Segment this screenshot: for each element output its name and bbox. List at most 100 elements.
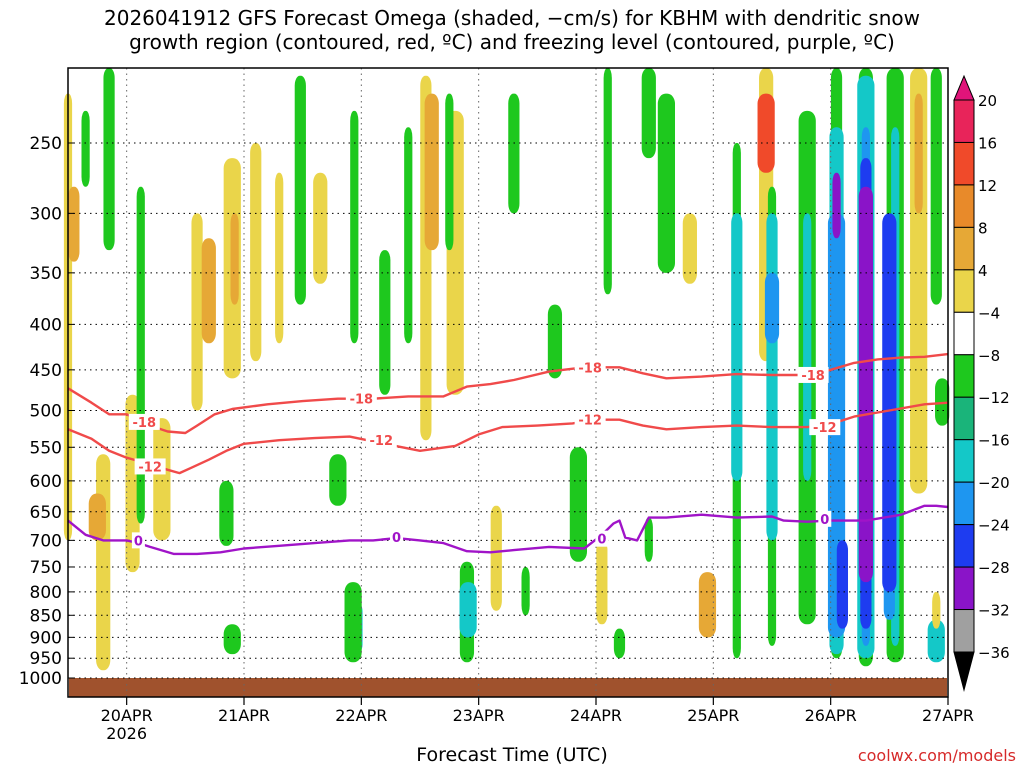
omega-region: [350, 110, 359, 344]
omega-region: [88, 493, 106, 541]
omega-region: [68, 186, 80, 262]
colorbar-segment: [953, 566, 975, 611]
omega-region: [832, 172, 841, 239]
omega-region: [275, 172, 284, 344]
omega-region: [932, 591, 941, 629]
y-tick-label: 1000: [19, 669, 62, 689]
contour-label-bg: [818, 510, 832, 527]
y-tick-label: 800: [30, 583, 62, 603]
omega-region: [930, 68, 942, 305]
omega-region: [219, 480, 234, 546]
colorbar: 20 16 12 8 4 −4 −8 −12 −16 −20 −24 −28 −32 −36: [953, 74, 1010, 692]
omega-region: [191, 213, 203, 411]
colorbar-label: 16: [978, 134, 997, 152]
colorbar-label: −8: [978, 347, 1000, 365]
contour-label-bg: [809, 419, 841, 436]
y-tick-label: 850: [30, 606, 62, 626]
colorbar-label: 20: [978, 92, 997, 110]
contour-label: -12: [813, 421, 837, 436]
x-axis-title: Forecast Time (UTC): [416, 744, 608, 766]
x-tick-label: 23APR: [453, 706, 505, 725]
omega-region: [641, 68, 656, 159]
contour-label-bg: [345, 390, 377, 407]
colorbar-segment: [953, 396, 975, 441]
y-axis: 2503003504004505005506006507007508008509…: [19, 134, 74, 689]
y-tick-label: 900: [30, 628, 62, 648]
omega-region: [294, 75, 306, 305]
colorbar-label: −20: [978, 474, 1010, 492]
omega-region: [379, 250, 391, 395]
y-tick-label: 650: [30, 503, 62, 523]
colorbar-segment: [953, 99, 975, 143]
omega-region: [910, 68, 928, 494]
omega-region: [644, 517, 653, 562]
y-tick-label: 300: [30, 204, 62, 224]
chart-title-line-1: 2026041912 GFS Forecast Omega (shaded, −…: [104, 6, 920, 30]
colorbar-segment: [953, 226, 975, 271]
colorbar-segment: [953, 311, 975, 356]
x-tick-label: 26APR: [805, 706, 857, 725]
omega-region: [764, 272, 780, 344]
colorbar-label: −28: [978, 559, 1010, 577]
omega-region: [136, 186, 145, 524]
contour-label-bg: [365, 432, 397, 449]
y-tick-label: 450: [30, 361, 62, 381]
omega-region: [81, 110, 90, 187]
omega-region: [731, 213, 743, 481]
colorbar-top-arrow: [953, 74, 975, 101]
contour-label-bg: [134, 458, 166, 475]
omega-region: [125, 394, 140, 573]
y-tick-label: 350: [30, 264, 62, 284]
x-tick-sublabel: 2026: [106, 724, 147, 743]
contour-label-bg: [390, 529, 404, 546]
omega-region: [459, 582, 477, 638]
omega-region: [547, 304, 563, 379]
omega-region: [657, 93, 676, 273]
omega-region: [344, 582, 362, 663]
colorbar-label: −12: [978, 389, 1010, 407]
omega-region: [914, 93, 923, 214]
x-tick-label: 22APR: [335, 706, 387, 725]
omega-region: [230, 213, 239, 305]
contour-label: -12: [578, 414, 602, 429]
colorbar-segment: [953, 141, 975, 186]
plot-frame: [67, 67, 949, 698]
omega-region: [682, 213, 697, 284]
omega-region: [858, 186, 873, 583]
contour-label-bg: [574, 359, 606, 376]
colorbar-label: −24: [978, 517, 1010, 535]
colorbar-label: 8: [978, 219, 988, 237]
colorbar-segment: [953, 524, 975, 568]
colorbar-segment: [953, 354, 975, 398]
colorbar-segment: [953, 609, 975, 653]
colorbar-segment: [953, 439, 975, 483]
omega-region: [445, 93, 454, 251]
omega-region: [569, 447, 588, 562]
contour-label: 0: [134, 534, 143, 549]
omega-shading: [63, 68, 950, 671]
contour-label-bg: [595, 530, 609, 547]
y-tick-label: 700: [30, 531, 62, 551]
contour-label: -18: [801, 369, 825, 384]
omega-region: [836, 540, 849, 629]
colorbar-label: −32: [978, 602, 1010, 620]
contour-label-bg: [131, 532, 145, 549]
omega-region: [153, 418, 171, 541]
x-tick-label: 20APR: [101, 706, 153, 725]
colorbar-label: −36: [978, 644, 1010, 662]
omega-region: [766, 213, 778, 541]
omega-region: [96, 454, 111, 671]
contour-label: 0: [820, 513, 829, 528]
y-tick-label: 250: [30, 134, 62, 154]
y-tick-label: 550: [30, 438, 62, 458]
y-tick-label: 500: [30, 402, 62, 422]
omega-region: [424, 93, 439, 251]
colorbar-segment: [953, 269, 975, 313]
colorbar-label: −16: [978, 432, 1010, 450]
contour-line--12: [67, 401, 949, 475]
contour-label: 0: [392, 531, 401, 546]
omega-region: [329, 454, 347, 506]
chart-title: 2026041912 GFS Forecast Omega (shaded, −…: [0, 6, 1024, 54]
